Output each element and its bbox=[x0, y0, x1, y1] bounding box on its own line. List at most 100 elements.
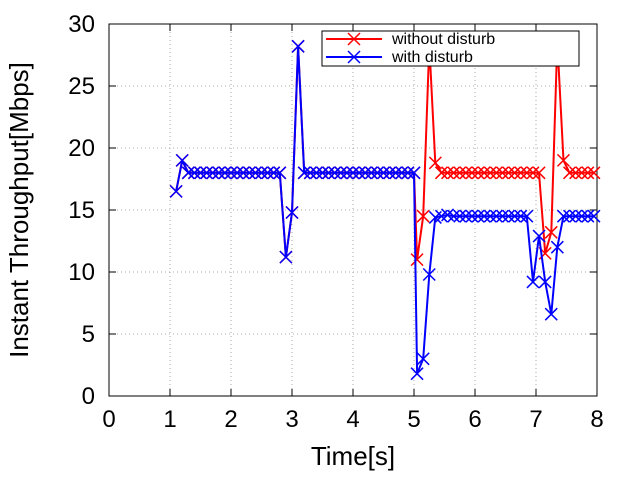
data-point-marker bbox=[303, 166, 317, 180]
data-point-marker bbox=[407, 166, 421, 180]
data-point-marker bbox=[309, 166, 323, 180]
data-point-marker bbox=[502, 166, 516, 180]
data-point-marker bbox=[575, 166, 589, 180]
data-point-marker bbox=[526, 166, 540, 180]
x-tick-label: 6 bbox=[468, 406, 481, 433]
y-tick-label: 20 bbox=[68, 135, 95, 162]
y-tick-label: 15 bbox=[68, 197, 95, 224]
x-tick-label: 5 bbox=[407, 406, 420, 433]
data-point-marker bbox=[532, 229, 546, 243]
data-point-marker bbox=[471, 209, 485, 223]
data-point-marker bbox=[569, 209, 583, 223]
data-point-marker bbox=[236, 166, 250, 180]
data-point-marker bbox=[169, 184, 183, 198]
data-point-marker bbox=[447, 166, 461, 180]
data-point-marker bbox=[544, 307, 558, 321]
data-point-marker bbox=[556, 209, 570, 223]
legend-box bbox=[321, 30, 580, 67]
data-point-marker bbox=[520, 166, 534, 180]
data-point-marker bbox=[428, 156, 442, 170]
data-point-marker bbox=[526, 275, 540, 289]
data-point-marker bbox=[206, 166, 220, 180]
series-1 bbox=[169, 34, 601, 267]
data-point-marker bbox=[410, 253, 424, 267]
data-point-marker bbox=[477, 166, 491, 180]
data-point-marker bbox=[416, 209, 430, 223]
y-tick-label: 25 bbox=[68, 73, 95, 100]
data-point-marker bbox=[261, 166, 275, 180]
data-point-marker bbox=[538, 275, 552, 289]
data-point-marker bbox=[358, 166, 372, 180]
data-point-marker bbox=[364, 166, 378, 180]
y-tick-label: 30 bbox=[68, 11, 95, 38]
data-point-marker bbox=[489, 166, 503, 180]
legend-label: with disturb bbox=[391, 49, 473, 66]
data-point-marker bbox=[416, 352, 430, 366]
data-point-marker bbox=[383, 166, 397, 180]
data-point-marker bbox=[224, 166, 238, 180]
data-point-marker bbox=[193, 166, 208, 180]
data-point-marker bbox=[563, 209, 577, 223]
data-point-marker bbox=[422, 267, 436, 282]
data-point-marker bbox=[587, 209, 601, 223]
data-point-marker bbox=[410, 367, 424, 381]
data-point-marker bbox=[453, 209, 467, 223]
data-point-marker bbox=[230, 166, 244, 180]
data-point-marker bbox=[520, 209, 534, 223]
grid bbox=[109, 24, 597, 396]
data-point-marker bbox=[483, 166, 497, 180]
data-point-marker bbox=[218, 166, 232, 180]
data-point-marker bbox=[401, 166, 415, 180]
data-point-marker bbox=[581, 166, 595, 180]
data-point-marker bbox=[200, 166, 214, 180]
data-point-marker bbox=[495, 166, 509, 180]
data-point-marker bbox=[471, 166, 485, 180]
x-tick-label: 4 bbox=[346, 406, 359, 433]
data-point-marker bbox=[587, 166, 601, 180]
data-point-marker bbox=[532, 166, 546, 180]
series-2 bbox=[169, 39, 601, 381]
data-point-marker bbox=[508, 209, 522, 223]
data-series bbox=[169, 34, 601, 381]
data-point-marker bbox=[175, 153, 189, 167]
legend-marker bbox=[347, 32, 361, 46]
data-point-marker bbox=[508, 166, 522, 180]
data-point-marker bbox=[334, 166, 348, 180]
x-axis-label: Time[s] bbox=[311, 441, 395, 471]
data-point-marker bbox=[550, 240, 564, 254]
data-point-marker bbox=[297, 166, 311, 180]
legend-item: with disturb bbox=[326, 49, 473, 66]
x-tick-label: 2 bbox=[224, 406, 237, 433]
axis-ticks: 0 1 2 3 4 5 6 7 8 0 5 10 15 20 25 30 bbox=[68, 11, 603, 433]
data-point-marker bbox=[285, 205, 299, 220]
data-point-marker bbox=[370, 166, 384, 180]
data-point-marker bbox=[563, 166, 577, 180]
y-tick-label: 5 bbox=[82, 321, 95, 348]
x-tick-label: 0 bbox=[102, 406, 115, 433]
data-point-marker bbox=[328, 166, 342, 180]
data-point-marker bbox=[248, 166, 262, 180]
data-point-marker bbox=[465, 166, 479, 180]
data-point-marker bbox=[434, 166, 448, 180]
data-point-marker bbox=[279, 250, 293, 264]
data-point-marker bbox=[395, 166, 409, 180]
data-point-marker bbox=[459, 166, 473, 180]
data-point-marker bbox=[441, 166, 455, 180]
data-point-marker bbox=[346, 166, 360, 180]
data-point-marker bbox=[477, 209, 491, 223]
data-point-marker bbox=[459, 209, 473, 223]
data-point-marker bbox=[389, 166, 403, 180]
series-line bbox=[175, 45, 594, 375]
data-point-marker bbox=[181, 166, 195, 180]
data-point-marker bbox=[581, 209, 595, 223]
data-point-marker bbox=[254, 166, 269, 180]
data-point-marker bbox=[291, 39, 305, 53]
data-point-marker bbox=[212, 166, 226, 180]
data-point-marker bbox=[465, 209, 479, 223]
data-point-marker bbox=[483, 209, 497, 223]
x-tick-label: 3 bbox=[285, 406, 298, 433]
data-point-marker bbox=[544, 225, 558, 239]
